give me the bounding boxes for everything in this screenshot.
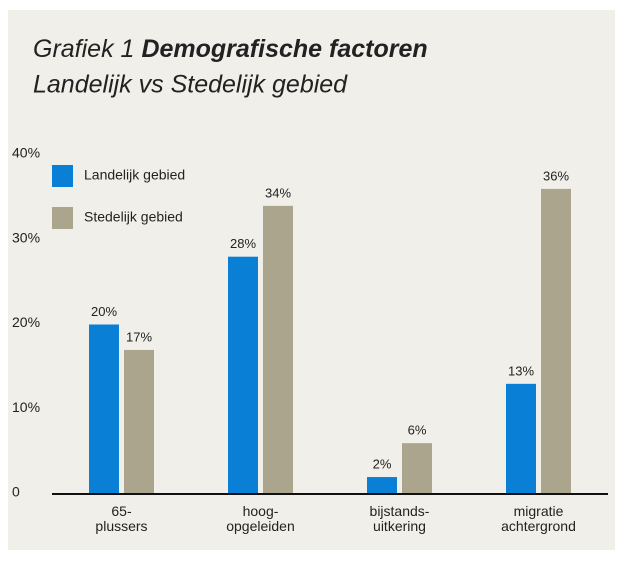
bar — [367, 477, 397, 494]
y-tick-label: 30% — [12, 229, 40, 245]
y-tick-label: 0 — [12, 484, 20, 500]
data-label: 34% — [265, 185, 291, 200]
data-label: 17% — [126, 329, 152, 344]
bar — [541, 188, 571, 494]
x-tick-label-line: hoog- — [243, 503, 279, 519]
y-tick-label: 40% — [12, 145, 40, 161]
x-tick-label: 65-plussers — [95, 503, 147, 534]
x-tick-label: migratie achtergrond — [501, 503, 576, 534]
legend-swatch — [52, 165, 73, 187]
x-tick-label-line: plussers — [95, 518, 147, 534]
chart-subtitle: Landelijk vs Stedelijk gebied — [33, 71, 348, 99]
bar — [402, 443, 432, 494]
x-tick-label: bijstands-uitkering — [370, 503, 430, 534]
data-label: 13% — [508, 363, 534, 378]
data-label: 28% — [230, 236, 256, 251]
x-tick-label-line: bijstands- — [370, 503, 430, 519]
data-label: 36% — [543, 168, 569, 183]
bar — [228, 256, 258, 494]
data-label: 6% — [408, 423, 427, 438]
y-tick-label: 10% — [12, 399, 40, 415]
x-tick-label: hoog-opgeleiden — [226, 503, 295, 534]
bar — [124, 349, 154, 494]
data-label: 2% — [373, 456, 392, 471]
x-tick-label-line: uitkering — [373, 518, 426, 534]
y-tick-label: 20% — [12, 314, 40, 330]
chart-title: Demografische factoren — [141, 35, 427, 63]
title-prefix: Grafiek 1 — [33, 35, 134, 63]
bar — [263, 205, 293, 494]
data-label: 20% — [91, 304, 117, 319]
legend-label: Landelijk gebied — [84, 167, 185, 183]
x-tick-label-line: migratie — [514, 503, 564, 519]
x-tick-label-line: achtergrond — [501, 518, 576, 534]
legend-swatch — [52, 207, 73, 229]
x-tick-label-line: opgeleiden — [226, 518, 295, 534]
bar — [506, 383, 536, 494]
bar — [89, 324, 119, 494]
x-tick-label-line: 65- — [111, 503, 132, 519]
legend-label: Stedelijk gebied — [84, 209, 183, 225]
chart-title-line: Grafiek 1 Demografische factoren — [33, 35, 428, 63]
